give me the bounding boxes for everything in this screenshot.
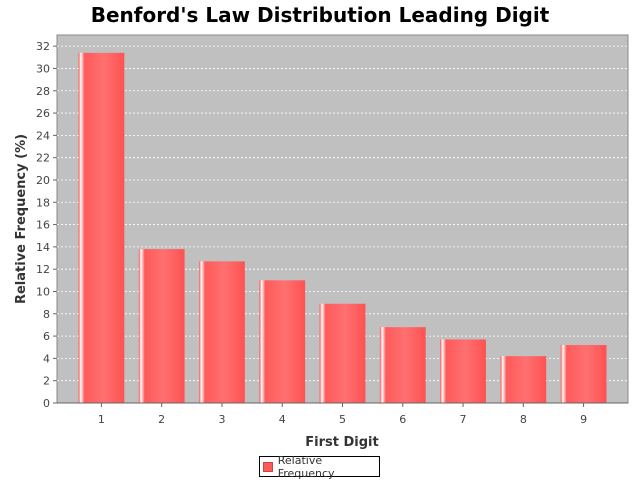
y-tick-label: 20 [36,174,50,187]
legend-swatch [263,461,273,472]
chart-title: Benford's Law Distribution Leading Digit [90,3,550,27]
y-tick-label: 16 [36,219,50,232]
bar [138,249,185,403]
legend-label: Relative Frequency [277,453,335,480]
y-axis-label: Relative Frequency (%) [14,134,29,304]
y-tick-label: 12 [36,263,50,276]
bar [379,327,426,403]
y-tick-label: 10 [36,285,50,298]
x-tick-label: 6 [399,413,406,426]
y-tick-label: 14 [36,241,50,254]
y-tick-label: 0 [43,397,50,410]
y-tick-label: 26 [36,107,50,120]
bar [259,280,306,403]
x-tick-label: 3 [218,413,225,426]
x-tick-label: 4 [279,413,286,426]
y-tick-label: 8 [43,308,50,321]
bar [199,261,245,403]
x-tick-label: 7 [460,413,467,426]
bar [440,339,486,403]
y-tick-label: 32 [36,40,50,53]
bar [78,52,125,404]
y-tick-label: 2 [43,375,50,388]
x-tick-label: 8 [520,413,527,426]
x-axis-label: First Digit [305,435,378,450]
x-tick-label: 2 [158,413,165,426]
x-tick-label: 1 [98,413,105,426]
y-tick-label: 22 [36,152,50,165]
y-tick-label: 4 [43,352,50,365]
y-tick-label: 30 [36,62,50,75]
y-tick-label: 18 [36,196,50,209]
bar [319,303,366,403]
y-tick-label: 6 [43,330,50,343]
x-tick-label: 5 [339,413,346,426]
legend: Relative Frequency [259,453,380,480]
bar [560,345,607,403]
y-tick-label: 24 [36,129,50,142]
x-tick-label: 9 [580,413,587,426]
bar [500,356,547,403]
y-tick-label: 28 [36,85,50,98]
